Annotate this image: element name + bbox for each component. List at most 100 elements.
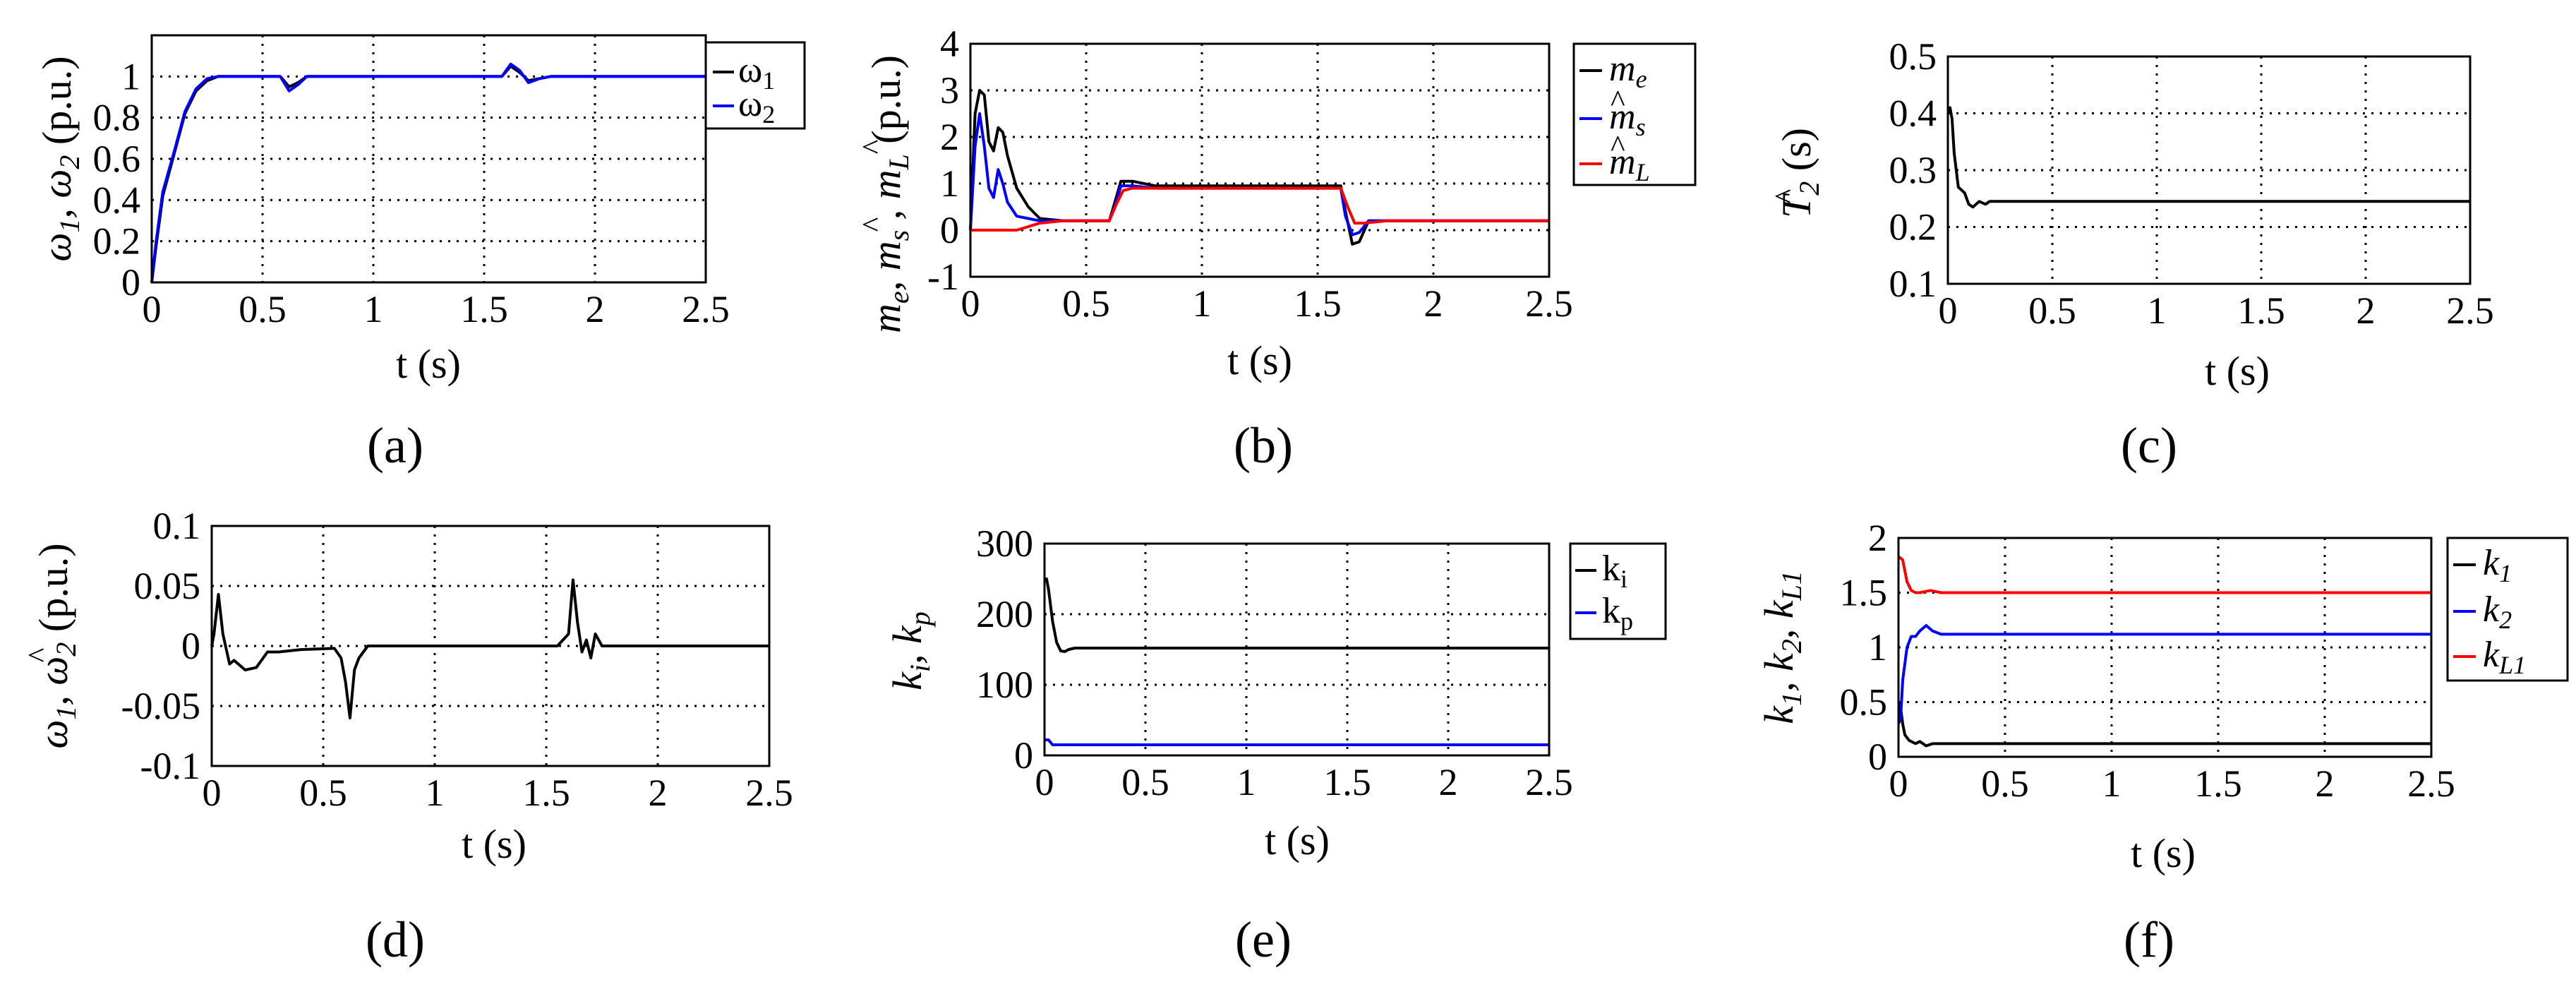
series-line-f-0 [1897,701,2431,748]
hat-mark-b-mL: ^ [856,139,891,154]
plot-frame-c [1946,55,2472,285]
caption-d: (d) [366,911,425,968]
series-line-b-1 [969,112,1549,236]
y-tick-label-c-1: 0.2 [1889,206,1937,248]
caption-a: (a) [367,417,423,474]
x-tick-label-f-1: 0.5 [1981,762,2029,805]
x-axis-label-d: t (s) [462,821,526,867]
legend-hat-b-mL: ^ [1611,129,1625,164]
y-tick-label-b-4: 3 [940,69,959,112]
x-tick-label-d-2: 1 [426,772,445,814]
series-line-b-2 [970,186,1549,232]
x-axis-label-a: t (s) [396,341,461,387]
x-tick-label-f-4: 2 [2316,762,2335,805]
x-axis-label-f: t (s) [2131,830,2196,876]
x-tick-label-e-3: 1.5 [1323,761,1371,803]
y-tick-label-e-0: 0 [1014,734,1033,777]
y-axis-label-d: ω1, ω2 (p.u.) [30,543,82,748]
y-tick-label-c-0: 0.1 [1889,263,1937,305]
x-tick-label-e-4: 2 [1439,761,1458,803]
x-tick-label-f-5: 2.5 [2407,762,2455,805]
y-tick-label-f-1: 0.5 [1840,681,1888,724]
legend-label-e-ki: ki [1602,549,1627,593]
x-tick-label-d-0: 0 [203,772,222,814]
y-tick-label-b-5: 4 [940,23,959,65]
plot-frame-f [1897,537,2433,758]
legend-label-f-k2: k2 [2483,589,2512,634]
y-tick-label-a-3: 0.6 [93,138,141,180]
hat-mark-d: ^ [22,647,56,662]
legend-hat-b-ms: ^ [1611,84,1625,119]
y-tick-label-d-3: 0.05 [134,565,201,607]
x-tick-label-a-4: 2 [586,288,605,330]
x-tick-label-c-1: 0.5 [2028,289,2076,332]
x-tick-label-d-3: 1.5 [522,772,570,814]
x-tick-label-e-1: 0.5 [1121,761,1169,803]
x-tick-label-a-5: 2.5 [682,288,730,330]
series-line-d-0 [210,578,769,719]
x-tick-label-e-2: 1 [1237,761,1256,803]
x-tick-label-f-0: 0 [1889,762,1908,805]
x-tick-label-b-0: 0 [961,282,980,325]
panel-a: 0 0.5 1 1.5 2 2.500.20.40.60.81 ω1, ω2 (p.u.)… [34,34,806,474]
y-tick-label-a-5: 1 [121,55,140,97]
hat-mark-b-ms: ^ [856,217,891,232]
series-line-e-0 [1045,577,1549,653]
y-tick-label-f-4: 2 [1868,517,1887,559]
series-line-a-1 [150,62,706,283]
y-tick-label-b-1: 0 [940,209,959,251]
y-axis-label-b: me, ms , mL (p.u.) [863,55,915,333]
x-tick-label-d-5: 2.5 [745,772,793,814]
x-tick-label-f-2: 1 [2102,762,2121,805]
x-axis-label-e: t (s) [1265,818,1330,863]
y-tick-label-b-0: -1 [927,256,959,298]
legend-box-f [2446,537,2569,682]
legend-box-a [704,41,806,130]
y-axis-label-a: ω1, ω2 (p.u.) [34,56,85,261]
x-tick-label-a-0: 0 [143,288,162,330]
x-tick-label-c-5: 2.5 [2446,289,2494,332]
x-tick-label-b-1: 0.5 [1062,282,1110,325]
y-tick-label-d-4: 0.1 [153,505,201,547]
caption-b: (b) [1234,417,1293,474]
x-tick-label-b-5: 2.5 [1525,282,1573,325]
x-tick-label-b-3: 1.5 [1294,282,1342,325]
plot-frame-b [969,42,1551,278]
series-line-a-0 [150,64,706,283]
y-tick-label-d-0: -0.1 [140,745,200,787]
caption-e: (e) [1235,911,1292,968]
x-tick-label-f-3: 1.5 [2194,762,2242,805]
legend-label-e-kp: kp [1602,591,1633,635]
y-tick-label-c-4: 0.5 [1889,35,1937,78]
x-tick-label-a-3: 1.5 [460,288,508,330]
x-tick-label-d-1: 0.5 [299,772,347,814]
x-axis-label-b: t (s) [1227,337,1292,383]
x-tick-label-d-4: 2 [649,772,668,814]
legend-label-b-mL: mL [1609,142,1650,186]
y-tick-label-f-2: 1 [1868,626,1887,669]
series-line-c-0 [1946,106,2470,209]
hat-mark-c: ^ [1769,188,1803,203]
x-tick-label-e-5: 2.5 [1525,761,1573,803]
x-tick-label-b-4: 2 [1424,282,1443,325]
caption-f: (f) [2124,911,2174,968]
panel-f: 0 0.5 1 1.5 2 2.500.511.52 k1, k2, kL1 t (s) … [1756,517,2569,968]
x-tick-label-b-2: 1 [1193,282,1212,325]
legend-label-f-kL1: kL1 [2483,635,2526,679]
x-tick-label-a-2: 1 [364,288,383,330]
y-tick-label-e-1: 100 [976,664,1033,706]
panel-d: 0 0.5 1 1.5 2 2.5 -0.1 -0.05 0 0.05 0.1 ω1, ω2 (p.… [22,505,793,968]
y-tick-label-a-4: 0.8 [93,97,141,139]
y-tick-label-b-2: 1 [940,162,959,205]
plot-frame-a [150,34,707,284]
y-tick-label-f-0: 0 [1868,736,1887,778]
series-line-f-1 [1897,624,2431,725]
x-tick-label-e-0: 0 [1035,761,1054,803]
panel-c: 0 0.5 1 1.5 2 2.5 0.1 0.2 0.3 0.4 0.5 T2 (s) ^ t (… [1769,35,2494,474]
y-tick-label-a-0: 0 [121,261,140,304]
plot-frame-e [1043,542,1551,757]
y-tick-label-d-1: -0.05 [121,685,200,727]
